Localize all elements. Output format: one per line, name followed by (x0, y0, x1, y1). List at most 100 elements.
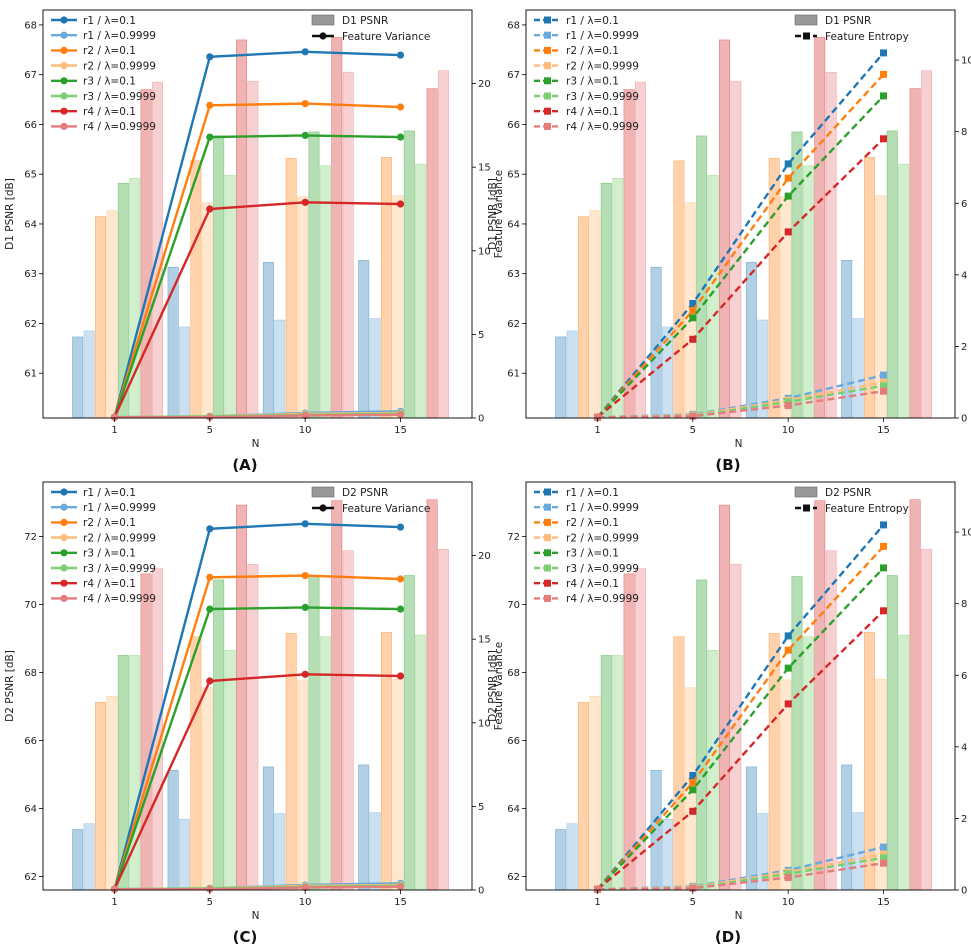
y2tick-label: 20 (478, 79, 491, 90)
series-line-8 (597, 862, 884, 891)
point-7-2 (206, 205, 214, 213)
legend-marker-5 (60, 77, 68, 85)
bar-7-3 (814, 37, 826, 419)
ytick-label: 62 (507, 872, 520, 883)
y2-axis-label: Feature Variance (493, 642, 505, 730)
legend-label-1: r1 / λ=0.1 (566, 487, 619, 499)
point-8-1 (110, 413, 119, 421)
bar-8-3 (342, 550, 354, 891)
xtick-label: 1 (111, 897, 117, 908)
point-7-2 (206, 677, 214, 685)
ytick-label: 67 (507, 70, 520, 81)
point-8-1 (110, 885, 119, 893)
legend-line-label: Feature Variance (342, 503, 430, 515)
legend-line-marker (319, 504, 327, 512)
point-3-3 (301, 100, 309, 108)
point-8-3 (784, 874, 792, 881)
legend-bar-swatch (794, 486, 818, 498)
xtick-label: 10 (299, 897, 312, 908)
legend-marker-5 (544, 549, 551, 557)
point-6-4 (880, 854, 887, 862)
bar-1-2 (650, 769, 662, 891)
bar-7-4 (909, 499, 921, 891)
legend-marker-2 (544, 31, 551, 39)
bar-6-3 (802, 165, 814, 419)
xtick-label: 15 (877, 897, 890, 908)
y2tick-label: 20 (478, 551, 491, 562)
bar-1-1 (72, 829, 84, 891)
legend-marker-3 (544, 46, 551, 54)
legend-marker-6 (544, 92, 551, 100)
legend-line-label: Feature Variance (342, 31, 430, 43)
ytick-label: 66 (507, 120, 520, 131)
bar-3-4 (380, 631, 392, 891)
legend-label-5: r3 / λ=0.1 (83, 76, 136, 88)
bar-7-3 (814, 500, 826, 891)
bar-3-3 (285, 158, 297, 419)
point-4-4 (880, 378, 887, 386)
point-5-3 (784, 664, 792, 672)
legend-label-3: r2 / λ=0.1 (566, 45, 619, 57)
ytick-label: 70 (507, 600, 520, 611)
bar-5-1 (600, 182, 612, 419)
point-8-1 (594, 885, 601, 893)
y2tick-label: 8 (961, 127, 967, 138)
point-1-2 (689, 772, 697, 779)
xtick-label: 15 (394, 897, 407, 908)
bar-3-3 (768, 158, 780, 419)
ytick-label: 68 (507, 668, 520, 679)
point-3-4 (880, 542, 887, 550)
series-line-7 (113, 201, 401, 418)
y2tick-label: 2 (961, 814, 967, 825)
series-line-1 (113, 50, 401, 418)
point-1-3 (301, 48, 309, 56)
series-line-8 (597, 390, 884, 419)
bar-7-1 (140, 573, 152, 891)
ytick-label: 68 (507, 20, 520, 31)
bar-1-3 (262, 766, 274, 891)
bar-2-2 (179, 818, 191, 891)
bar-8-2 (247, 563, 259, 891)
series-line-8 (114, 413, 401, 419)
point-1-4 (880, 49, 887, 57)
bar-7-3 (331, 37, 343, 419)
legend-bar-label: D2 PSNR (825, 487, 871, 499)
point-3-3 (784, 646, 792, 654)
legend-label-7: r4 / λ=0.1 (566, 106, 619, 118)
bar-5-2 (213, 579, 225, 891)
legend-label-3: r2 / λ=0.1 (566, 517, 619, 529)
ytick-label: 62 (507, 319, 520, 330)
point-8-4 (880, 859, 887, 867)
bar-2-1 (83, 330, 95, 419)
legend-label-1: r1 / λ=0.1 (83, 487, 136, 499)
legend-bar-label: D1 PSNR (342, 15, 388, 27)
bar-5-2 (213, 135, 225, 419)
legend-marker-4 (60, 62, 68, 70)
legend-label-7: r4 / λ=0.1 (83, 578, 136, 590)
bar-4-4 (392, 195, 404, 419)
point-3-4 (396, 575, 405, 583)
bar-1-4 (841, 764, 853, 891)
point-7-4 (880, 135, 887, 143)
y2tick-label: 5 (478, 330, 484, 341)
bar-4-1 (106, 210, 118, 419)
bar-6-2 (707, 649, 719, 891)
point-7-2 (689, 807, 697, 815)
legend-marker-1 (60, 488, 68, 496)
point-5-2 (206, 605, 214, 613)
xtick-label: 5 (207, 425, 213, 436)
y2tick-label: 0 (961, 414, 967, 425)
xtick-label: 15 (877, 425, 890, 436)
legend-marker-6 (60, 92, 68, 100)
bar-5-4 (886, 130, 898, 419)
ytick-label: 61 (507, 369, 520, 380)
series-line-3 (596, 545, 885, 891)
bar-3-2 (190, 636, 202, 891)
point-8-4 (396, 883, 405, 891)
bar-1-4 (358, 764, 370, 891)
y-axis-label: D2 PSNR [dB] (487, 650, 499, 722)
legend-label-5: r3 / λ=0.1 (83, 548, 136, 560)
y2-axis-label: Feature Variance (493, 170, 505, 258)
